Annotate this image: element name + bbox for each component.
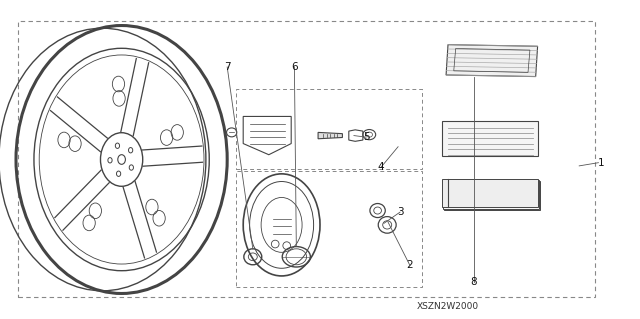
Text: 5: 5 [363,132,369,142]
Text: 7: 7 [224,62,230,72]
Text: 2: 2 [406,260,413,270]
Text: 8: 8 [470,277,477,287]
Polygon shape [442,179,538,207]
Text: 1: 1 [598,158,605,168]
Polygon shape [318,132,342,139]
Polygon shape [443,180,539,209]
Text: 4: 4 [378,162,384,173]
Text: XSZN2W2000: XSZN2W2000 [417,302,479,311]
Text: 3: 3 [397,207,403,217]
Polygon shape [446,45,538,77]
Polygon shape [444,181,540,210]
Polygon shape [442,121,538,156]
Text: 6: 6 [291,62,298,72]
